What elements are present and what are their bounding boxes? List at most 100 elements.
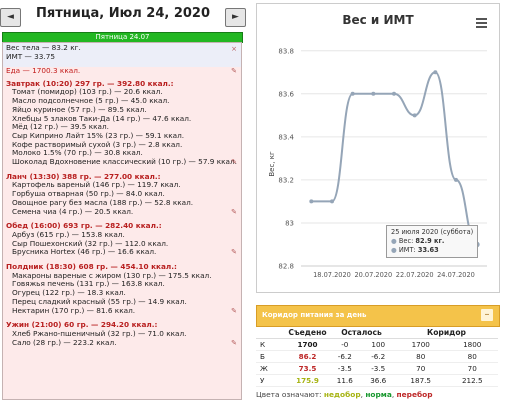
meal-header[interactable]: Обед (16:00) 693 гр. — 282.40 ккал.: xyxy=(6,221,162,231)
edit-icon[interactable]: ✎ xyxy=(231,306,237,315)
nutrient-label: Ж xyxy=(256,362,287,375)
meal-item[interactable]: Кофе растворимый сухой (3 гр.) — 2.8 кка… xyxy=(12,139,183,149)
weight-point[interactable] xyxy=(412,113,417,118)
edit-icon[interactable]: ✎ xyxy=(231,67,237,75)
weight-point[interactable] xyxy=(454,177,458,182)
prev-day-button[interactable]: ◄ xyxy=(0,8,21,27)
meal-item[interactable]: Хлебцы 5 злаков Таки-Да (14 гр.) — 47.6 … xyxy=(12,113,192,123)
food-total[interactable]: Еда — 1700.3 ккал. ✎ xyxy=(3,66,241,76)
remaining-max: 100 xyxy=(361,338,395,351)
edit-icon[interactable]: ✎ xyxy=(231,338,237,347)
legend-under: недобор xyxy=(323,390,361,399)
remaining-min: -6.2 xyxy=(328,350,362,363)
meal-item[interactable]: Макароны вареные с жиром (130 гр.) — 175… xyxy=(12,270,212,280)
food-total-label: Еда — 1700.3 ккал. xyxy=(6,66,81,75)
nutrient-label: Б xyxy=(256,350,287,363)
corridor-min: 1700 xyxy=(394,338,447,351)
chart-title: Вес и ИМТ xyxy=(342,13,414,27)
meal-header[interactable]: Полдник (18:30) 608 гр. — 454.10 ккал.: xyxy=(6,262,177,272)
meal-item[interactable]: Говяжья печень (131 гр.) — 163.8 ккал. xyxy=(12,279,165,289)
remaining-min: -3.5 xyxy=(328,362,362,375)
y-tick-label: 83.6 xyxy=(278,90,294,98)
col-eaten: Съедено xyxy=(286,327,329,339)
tooltip-weight: ● Вес: 82.9 кг. xyxy=(391,237,445,245)
nutrient-label: У xyxy=(256,374,287,387)
edit-icon[interactable]: ✎ xyxy=(231,158,237,167)
weight-series-line xyxy=(311,71,478,246)
tooltip-bmi-value: 33.63 xyxy=(417,246,439,254)
edit-icon[interactable]: ✎ xyxy=(231,248,237,257)
y-tick-label: 83.4 xyxy=(278,133,294,141)
legend-prefix: Цвета означают: xyxy=(256,390,322,399)
weight-point[interactable] xyxy=(350,91,355,96)
meal-item[interactable]: Сыр Киприно Лайт 15% (23 гр.) — 59.1 кка… xyxy=(12,130,185,140)
weight-point[interactable] xyxy=(309,199,314,204)
x-tick-label: 24.07.2020 xyxy=(437,271,475,279)
corridor-header[interactable]: Коридор питания за день – xyxy=(256,305,500,327)
meal-item[interactable]: Молоко 1.5% (70 гр.) — 30.8 ккал. xyxy=(12,148,143,158)
weight-line[interactable]: Вес тела — 83.2 кг. xyxy=(6,43,81,52)
col-corridor: Коридор xyxy=(394,327,498,339)
chart-menu-icon[interactable] xyxy=(476,18,487,28)
meal-item[interactable]: Картофель вареный (146 гр.) — 119.7 ккал… xyxy=(12,180,181,190)
y-tick-label: 82.8 xyxy=(278,263,294,271)
meal-header[interactable]: Ланч (13:30) 388 гр. — 277.00 ккал.: xyxy=(6,171,161,181)
remaining-min: -0 xyxy=(328,338,362,351)
tooltip-date: 25 июля 2020 (суббота) xyxy=(391,228,474,236)
meal-item[interactable]: Нектарин (170 гр.) — 81.6 ккал. ✎ xyxy=(12,305,237,315)
date-header: ◄ Пятница, Июл 24, 2020 ► xyxy=(0,4,246,27)
color-legend: Цвета означают: недобор, норма, перебор xyxy=(256,390,433,399)
meal-item[interactable]: Горбуша отварная (50 гр.) — 84.0 ккал. xyxy=(12,189,165,199)
meal-item[interactable]: Шоколад Вдохновение классический (10 гр.… xyxy=(12,157,238,167)
meal-item[interactable]: Семена чиа (4 гр.) — 20.5 ккал. ✎ xyxy=(12,206,237,216)
x-tick-label: 22.07.2020 xyxy=(396,271,434,279)
legend-norm: норма xyxy=(365,390,392,399)
corridor-min: 80 xyxy=(394,350,447,363)
meal-item[interactable]: Огурец (122 гр.) — 18.3 ккал. xyxy=(12,288,126,298)
body-stats: Вес тела — 83.2 кг. ИМТ — 33.75 × xyxy=(3,43,241,67)
meal-list: Завтрак (10:20) 297 гр. — 392.80 ккал.: Т… xyxy=(3,78,241,348)
meal-header[interactable]: Ужин (21:00) 60 гр. — 294.20 ккал.: xyxy=(6,320,158,330)
meal-item[interactable]: Мёд (12 гр.) — 39.5 ккал. xyxy=(12,122,110,132)
collapse-icon[interactable]: – xyxy=(481,309,493,321)
eaten-value: 73.5 xyxy=(286,362,329,375)
x-tick-label: 18.07.2020 xyxy=(313,271,351,279)
meal-item[interactable]: Хлеб Ржано-пшеничный (32 гр.) — 71.0 кка… xyxy=(12,328,187,338)
legend-over: перебор xyxy=(396,390,433,399)
nutrient-label: К xyxy=(256,338,287,351)
meal-item[interactable]: Сыр Пошехонский (32 гр.) — 112.0 ккал. xyxy=(12,238,169,248)
meal-item[interactable]: Сало (28 гр.) — 223.2 ккал. ✎ xyxy=(12,337,237,347)
corridor-max: 212.5 xyxy=(446,374,498,387)
meal-item[interactable]: Томат (помидор) (103 гр.) — 20.6 ккал. xyxy=(12,87,163,97)
weight-point[interactable] xyxy=(433,70,438,75)
y-tick-label: 83 xyxy=(285,219,294,227)
legend-sep: , xyxy=(360,390,366,399)
eaten-value: 86.2 xyxy=(286,350,329,363)
corridor-table: Съедено Осталось Коридор К 1700 -0 100 1700 1… xyxy=(256,327,498,387)
weight-point[interactable] xyxy=(371,91,376,96)
weight-point[interactable] xyxy=(330,199,334,204)
meal-item[interactable]: Перец сладкий красный (55 гр.) — 14.9 кк… xyxy=(12,296,187,306)
corridor-row: У 175.9 11.6 36.6 187.5 212.5 xyxy=(256,374,498,387)
meal-item[interactable]: Яйцо куриное (57 гр.) — 89.5 ккал. xyxy=(12,104,147,114)
weight-point[interactable] xyxy=(392,91,396,96)
bmi-line: ИМТ — 33.75 xyxy=(6,51,56,61)
tooltip-bmi: ● ИМТ: 33.63 xyxy=(391,246,439,254)
meal-item[interactable]: Овощное рагу без масла (188 гр.) — 52.8 … xyxy=(12,197,194,207)
delete-icon[interactable]: × xyxy=(231,45,237,53)
corridor-header-row: Съедено Осталось Коридор xyxy=(256,327,498,339)
meal-header[interactable]: Завтрак (10:20) 297 гр. — 392.80 ккал.: xyxy=(6,78,174,88)
corridor-max: 80 xyxy=(446,350,498,363)
corridor-row: Ж 73.5 -3.5 -3.5 70 70 xyxy=(256,362,498,375)
meal-item[interactable]: Арбуз (615 гр.) — 153.8 ккал. xyxy=(12,229,125,239)
tooltip-weight-label: Вес: xyxy=(398,237,414,245)
edit-icon[interactable]: ✎ xyxy=(231,207,237,216)
next-day-button[interactable]: ► xyxy=(225,8,246,27)
meal-item[interactable]: Брусника Hortex (46 гр.) — 16.6 ккал. ✎ xyxy=(12,247,237,257)
corridor-title: Коридор питания за день xyxy=(262,311,367,319)
food-diary: Вес тела — 83.2 кг. ИМТ — 33.75 × Еда — … xyxy=(2,42,242,400)
corridor-min: 187.5 xyxy=(394,374,447,387)
weight-chart-svg: Вес и ИМТ Вес, кг 82.8 83 83.2 83.4 83.6 83.8… xyxy=(268,13,487,279)
tooltip-weight-value: 82.9 кг. xyxy=(415,237,445,245)
meal-item[interactable]: Масло подсолнечное (5 гр.) — 45.0 ккал. xyxy=(12,96,170,106)
